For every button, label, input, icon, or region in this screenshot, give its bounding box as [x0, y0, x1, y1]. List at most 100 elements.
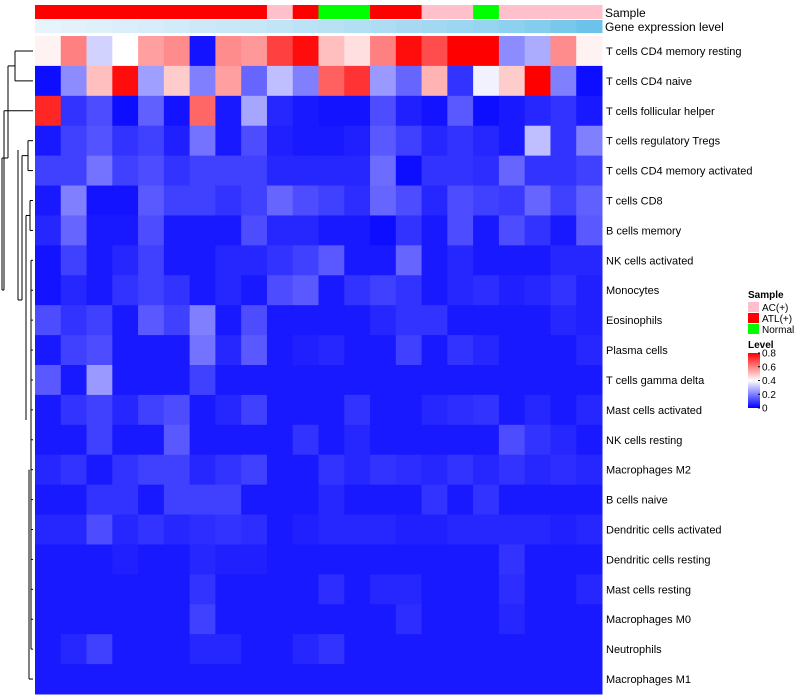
- heatmap-cell: [524, 65, 551, 97]
- heatmap-cell: [318, 484, 345, 516]
- heatmap-cell: [473, 125, 500, 157]
- heatmap-cell: [35, 454, 62, 486]
- sample-annotation-cell: [370, 5, 397, 19]
- heatmap-cell: [292, 394, 319, 426]
- sample-legend-title: Sample: [748, 290, 784, 301]
- sample-annotation-cell: [292, 5, 319, 19]
- heatmap-cell: [498, 65, 526, 97]
- heatmap-cell: [241, 634, 268, 665]
- heatmap-cell: [318, 275, 345, 306]
- heatmap-cell: [138, 394, 165, 426]
- heatmap-cell: [163, 454, 191, 486]
- row-label: T cells gamma delta: [606, 375, 705, 387]
- heatmap-cell: [550, 634, 577, 665]
- gene-annotation-cell: [163, 20, 191, 33]
- heatmap-cell: [498, 544, 526, 575]
- heatmap-cell: [318, 245, 345, 276]
- heatmap-cell: [138, 95, 165, 127]
- heatmap-cell: [447, 335, 474, 366]
- heatmap-cell: [138, 604, 165, 635]
- heatmap-cell: [138, 65, 165, 97]
- heatmap-cell: [395, 125, 423, 157]
- heatmap-cell: [498, 36, 526, 67]
- heatmap-cell: [112, 305, 139, 336]
- heatmap-cell: [86, 215, 113, 246]
- heatmap-cell: [421, 664, 448, 695]
- heatmap-cell: [292, 544, 319, 575]
- heatmap-cell: [344, 424, 371, 456]
- row-label: NK cells resting: [606, 435, 682, 447]
- heatmap-cell: [498, 484, 526, 516]
- heatmap-cell: [163, 664, 191, 695]
- heatmap-cell: [395, 36, 423, 67]
- row-label: Plasma cells: [606, 345, 668, 357]
- heatmap-cell: [60, 185, 88, 216]
- heatmap-cell: [138, 215, 165, 246]
- heatmap-cell: [35, 514, 62, 545]
- heatmap-cell: [576, 454, 603, 486]
- row-label: Dendritic cells activated: [606, 525, 722, 537]
- heatmap-cell: [266, 424, 294, 456]
- heatmap-cell: [215, 394, 242, 426]
- heatmap-cell: [498, 514, 526, 545]
- heatmap-cell: [576, 36, 603, 67]
- heatmap-cell: [421, 574, 448, 605]
- gene-annotation-cell: [266, 20, 294, 33]
- heatmap-cell: [473, 544, 500, 575]
- heatmap-cell: [163, 65, 191, 97]
- level-tick-label: 0.2: [762, 390, 776, 401]
- heatmap-cell: [35, 215, 62, 246]
- heatmap-cell: [498, 215, 526, 246]
- heatmap-cell: [318, 544, 345, 575]
- heatmap-cell: [241, 574, 268, 605]
- heatmap-cell: [112, 634, 139, 665]
- heatmap-cell: [473, 574, 500, 605]
- heatmap-cell: [370, 424, 397, 456]
- sample-annotation-cell: [524, 5, 551, 19]
- heatmap-cell: [447, 394, 474, 426]
- gene-annotation-cell: [138, 20, 165, 33]
- heatmap-cell: [344, 215, 371, 246]
- heatmap-cell: [447, 155, 474, 187]
- heatmap-cell: [241, 544, 268, 575]
- heatmap-cell: [498, 394, 526, 426]
- gene-annotation-cell: [35, 20, 62, 33]
- heatmap-cell: [241, 155, 268, 187]
- gene-annotation-title: Gene expression level: [605, 20, 724, 34]
- heatmap-cell: [112, 544, 139, 575]
- heatmap-cell: [189, 185, 216, 216]
- heatmap-cell: [576, 394, 603, 426]
- heatmap-cell: [86, 245, 113, 276]
- heatmap-cell: [421, 305, 448, 336]
- heatmap-cell: [421, 634, 448, 665]
- heatmap-cell: [241, 65, 268, 97]
- heatmap-cell: [163, 305, 191, 336]
- heatmap-cell: [138, 125, 165, 157]
- heatmap-cell: [498, 305, 526, 336]
- heatmap-cell: [266, 394, 294, 426]
- sample-annotation-cell: [112, 5, 139, 19]
- heatmap-cell: [35, 424, 62, 456]
- heatmap-cell: [60, 245, 88, 276]
- heatmap-cell: [112, 65, 139, 97]
- heatmap-cell: [447, 215, 474, 246]
- heatmap-cell: [370, 245, 397, 276]
- heatmap-cell: [447, 664, 474, 695]
- heatmap-cell: [241, 664, 268, 695]
- heatmap-cell: [498, 664, 526, 695]
- heatmap-cell: [60, 394, 88, 426]
- heatmap-cell: [447, 514, 474, 545]
- heatmap-cell: [550, 125, 577, 157]
- heatmap-cell: [60, 664, 88, 695]
- heatmap-cell: [318, 185, 345, 216]
- heatmap-cell: [498, 275, 526, 306]
- heatmap-cell: [86, 574, 113, 605]
- heatmap-cell: [86, 514, 113, 545]
- heatmap-cell: [576, 574, 603, 605]
- heatmap-cell: [112, 484, 139, 516]
- heatmap-cell: [318, 215, 345, 246]
- heatmap-cell: [112, 215, 139, 246]
- heatmap-cell: [163, 335, 191, 366]
- heatmap-cell: [550, 574, 577, 605]
- heatmap-cell: [266, 664, 294, 695]
